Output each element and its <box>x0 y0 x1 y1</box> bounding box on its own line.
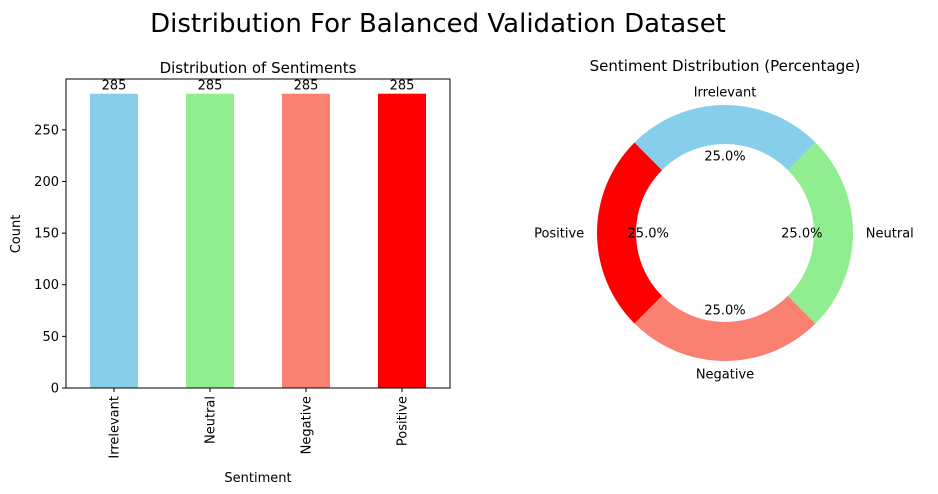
slice-neutral <box>787 142 853 324</box>
bar-value-label: 285 <box>198 79 223 94</box>
bar-negative <box>282 93 330 388</box>
bar-value-label: 285 <box>390 79 415 94</box>
x-tick-label: Irrelevant <box>108 396 123 459</box>
slice-percent-label: 25.0% <box>628 227 669 242</box>
slice-percent-label: 25.0% <box>704 303 745 318</box>
y-tick-label: 100 <box>34 278 59 293</box>
bar-positive <box>378 93 426 388</box>
figure-title: Distribution For Balanced Validation Dat… <box>150 9 726 39</box>
y-tick-label: 150 <box>34 227 59 242</box>
slice-percent-label: 25.0% <box>781 227 822 242</box>
slice-percent-label: 25.0% <box>704 150 745 165</box>
y-axis-ticks: 0 50 100 150 200 250 <box>34 123 66 397</box>
slice-label: Negative <box>696 367 754 382</box>
slice-label: Neutral <box>866 227 914 242</box>
y-tick-label: 50 <box>42 330 59 345</box>
y-tick-label: 250 <box>34 123 59 138</box>
bar-chart: Distribution of Sentiments 0 50 100 150 200 2… <box>9 59 451 486</box>
bar-irrelevant <box>90 93 138 388</box>
x-axis-ticks: Irrelevant Neutral Negative Positive <box>108 388 411 459</box>
y-tick-label: 0 <box>51 382 59 397</box>
x-tick-label: Neutral <box>204 396 219 444</box>
slice-negative <box>634 295 816 361</box>
bar-value-label: 285 <box>102 79 127 94</box>
slice-irrelevant <box>634 105 816 171</box>
y-tick-label: 200 <box>34 175 59 190</box>
donut-labels: Positive 25.0% Negative 25.0% Neutral 25.0% Ir… <box>534 86 914 383</box>
x-axis-label: Sentiment <box>224 471 291 486</box>
bars: 285 285 285 285 <box>90 79 426 388</box>
donut-slices <box>596 105 853 361</box>
plot-frame <box>65 78 451 389</box>
bar-chart-title: Distribution of Sentiments <box>160 59 357 77</box>
slice-label: Positive <box>534 227 584 242</box>
donut-chart: Sentiment Distribution (Percentage) Posi… <box>534 57 914 382</box>
bar-neutral <box>186 93 234 388</box>
donut-chart-title: Sentiment Distribution (Percentage) <box>590 57 861 75</box>
slice-label: Irrelevant <box>694 86 757 101</box>
slice-positive <box>596 142 663 324</box>
y-axis-label: Count <box>9 215 24 254</box>
x-tick-label: Negative <box>300 396 315 454</box>
x-tick-label: Positive <box>396 396 411 446</box>
bar-value-label: 285 <box>294 79 319 94</box>
